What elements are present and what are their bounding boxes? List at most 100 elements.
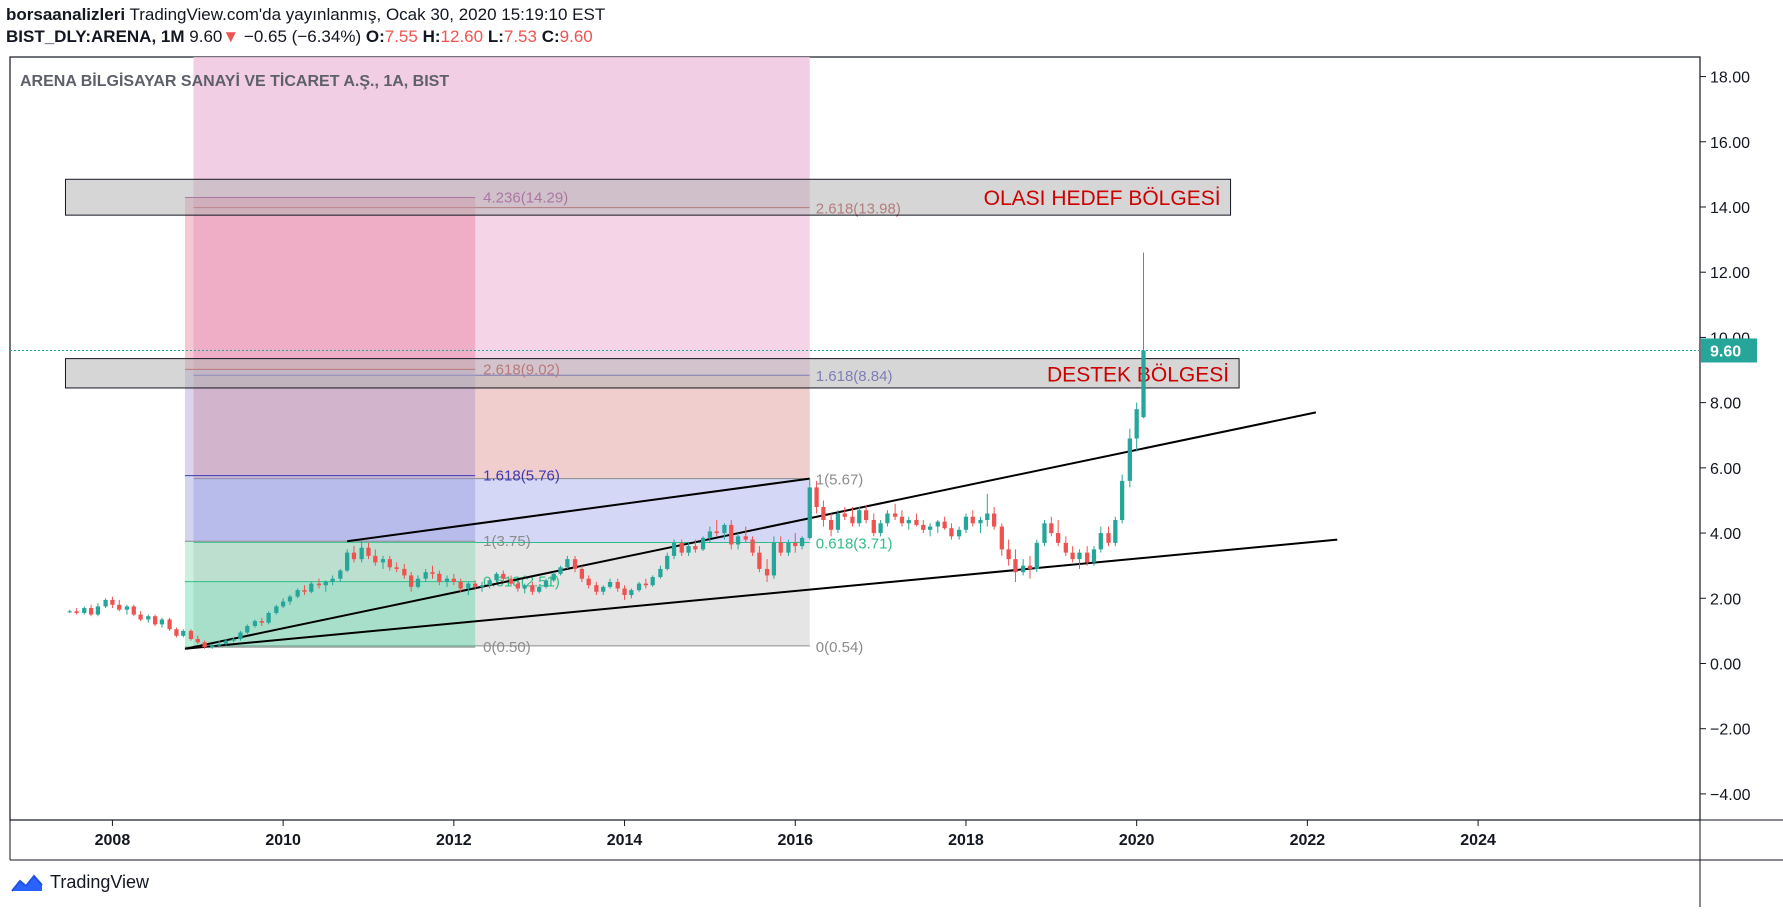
candle-body [679, 542, 684, 553]
candle-body [743, 536, 748, 540]
close-label: C: [541, 27, 560, 46]
candle-body [665, 555, 670, 569]
fib2-level-label: 1(5.67) [816, 472, 864, 489]
candle-body [359, 547, 364, 560]
publisher-name[interactable]: borsaanalizleri [6, 5, 126, 24]
candle-body [871, 520, 876, 534]
change-arrow-icon: ▼ [222, 27, 240, 46]
trendline [347, 477, 810, 543]
published-text: TradingView.com'da yayınlanmış, Ocak 30,… [125, 5, 606, 24]
candle-body [629, 590, 634, 596]
y-tick-label: −4.00 [1710, 787, 1751, 804]
candle-body [110, 599, 115, 605]
candle-body [686, 546, 691, 553]
candle-body [771, 542, 777, 576]
symbol-label: BIST_DLY:ARENA, 1M [6, 27, 185, 46]
tradingview-logo-icon [11, 873, 43, 892]
candle-body [1098, 533, 1103, 550]
candle-body [316, 583, 322, 586]
candle-body [216, 643, 222, 646]
candle-body [999, 526, 1004, 550]
x-tick-label: 2008 [95, 832, 131, 849]
candle-body [693, 546, 698, 550]
candle-body [74, 611, 79, 613]
y-tick-label: 16.00 [1710, 135, 1750, 152]
fib1-level-label: 0(0.50) [483, 639, 531, 656]
candle-body [991, 513, 997, 527]
candle-body [700, 537, 706, 550]
publish-info: borsaanalizleri TradingView.com'da yayın… [6, 4, 605, 26]
candle-body [174, 629, 179, 636]
y-tick-label: 4.00 [1710, 526, 1741, 543]
candle-body [295, 590, 300, 597]
candle-body [274, 606, 279, 613]
candle-body [814, 487, 819, 507]
fib2-band [193, 207, 810, 376]
candle-body [210, 645, 215, 648]
candle-body [643, 583, 649, 586]
candle-body [892, 513, 898, 517]
candle-body [437, 573, 442, 582]
candle-body [949, 528, 954, 537]
candle-body [479, 585, 485, 587]
candle-body [1106, 533, 1111, 543]
candle-body [380, 559, 386, 563]
candle-body [423, 572, 428, 579]
chart-title: ARENA BİLGİSAYAR SANAYİ VE TİCARET A.Ş.,… [20, 72, 449, 90]
candle-body [330, 578, 335, 582]
x-tick-label: 2014 [607, 832, 643, 849]
candle-body [287, 596, 293, 602]
y-tick-label: 8.00 [1710, 396, 1741, 413]
close-value: 9.60 [559, 27, 593, 46]
candle-body [565, 559, 570, 568]
footer-brand[interactable]: TradingView [50, 872, 150, 892]
candle-body [650, 577, 655, 586]
candle-body [607, 581, 613, 587]
candle-body [1141, 350, 1146, 418]
header: borsaanalizleri TradingView.com'da yayın… [6, 4, 605, 48]
fib1-band [184, 581, 476, 648]
candle-body [636, 583, 642, 591]
candle-body [978, 520, 983, 524]
y-tick-label: 2.00 [1710, 591, 1741, 608]
candle-body [266, 612, 271, 623]
fib2-level-label: 0.618(3.71) [816, 536, 893, 553]
candle-body [658, 568, 663, 578]
candle-body [501, 573, 506, 579]
y-tick-label: 18.00 [1710, 70, 1750, 87]
candle-body [1027, 565, 1033, 569]
candle-body [351, 552, 357, 560]
support-zone-box [64, 358, 1240, 389]
candle-body [935, 521, 940, 527]
candle-body [1127, 438, 1132, 481]
candle-body [729, 524, 734, 545]
candle-body [594, 585, 599, 592]
symbol-info: BIST_DLY:ARENA, 1M 9.60▼ −0.65 (−6.34%) … [6, 26, 605, 48]
x-tick-label: 2022 [1290, 832, 1326, 849]
price-change: −0.65 (−6.34%) [243, 27, 362, 46]
x-tick-label: 2016 [777, 832, 813, 849]
high-label: H: [422, 27, 441, 46]
fib2-band [193, 478, 810, 543]
candle-body [601, 586, 606, 592]
x-tick-label: 2020 [1119, 832, 1155, 849]
candle-body [138, 614, 143, 620]
candle-body [231, 639, 236, 641]
support-zone-label: DESTEK BÖLGESİ [1047, 363, 1229, 386]
candle-body [906, 520, 911, 524]
candle-body [927, 526, 933, 530]
x-tick-label: 2010 [265, 832, 301, 849]
candle-body [551, 573, 556, 581]
candle-body [494, 573, 499, 581]
candle-body [124, 606, 130, 610]
candle-body [402, 568, 407, 576]
candle-body [67, 611, 72, 613]
candle-body [345, 552, 350, 571]
candle-body [878, 523, 883, 534]
candle-body [807, 487, 812, 538]
candle-body [1070, 552, 1075, 560]
candle-body [202, 642, 207, 648]
candle-body [444, 578, 450, 582]
candle-body [1021, 565, 1026, 573]
